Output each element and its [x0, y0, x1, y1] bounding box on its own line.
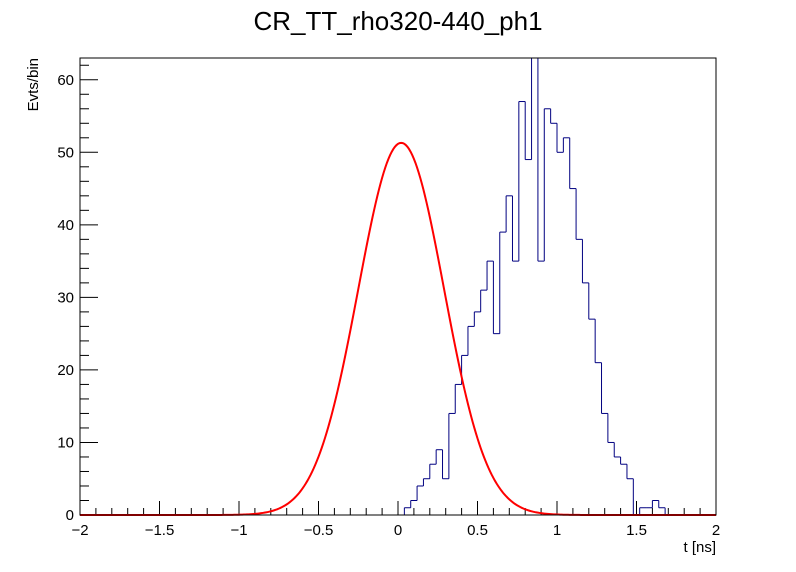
histogram-layer	[80, 57, 716, 516]
y-tick-label: 60	[57, 72, 74, 89]
x-tick-label: 0.5	[467, 522, 488, 539]
x-axis-label: t [ns]	[683, 539, 716, 556]
x-tick-label: 2	[712, 522, 720, 539]
y-tick-label: 40	[57, 217, 74, 234]
y-tick-label: 10	[57, 434, 74, 451]
x-tick-label: −1.5	[145, 522, 175, 539]
axis-ticks	[79, 64, 717, 516]
x-tick-label: −2	[71, 522, 88, 539]
x-tick-label: 1	[553, 522, 561, 539]
y-axis-label: Evts/bin	[25, 58, 42, 111]
y-tick-label: 20	[57, 362, 74, 379]
x-tick-label: 0	[394, 522, 402, 539]
x-tick-label: 1.5	[626, 522, 647, 539]
x-tick-label: −0.5	[304, 522, 334, 539]
x-tick-label: −1	[230, 522, 247, 539]
y-tick-label: 0	[66, 507, 74, 524]
y-tick-label: 30	[57, 289, 74, 306]
chart-title: CR_TT_rho320-440_ph1	[253, 6, 542, 36]
y-tick-label: 50	[57, 144, 74, 161]
plot-frame	[79, 57, 717, 516]
